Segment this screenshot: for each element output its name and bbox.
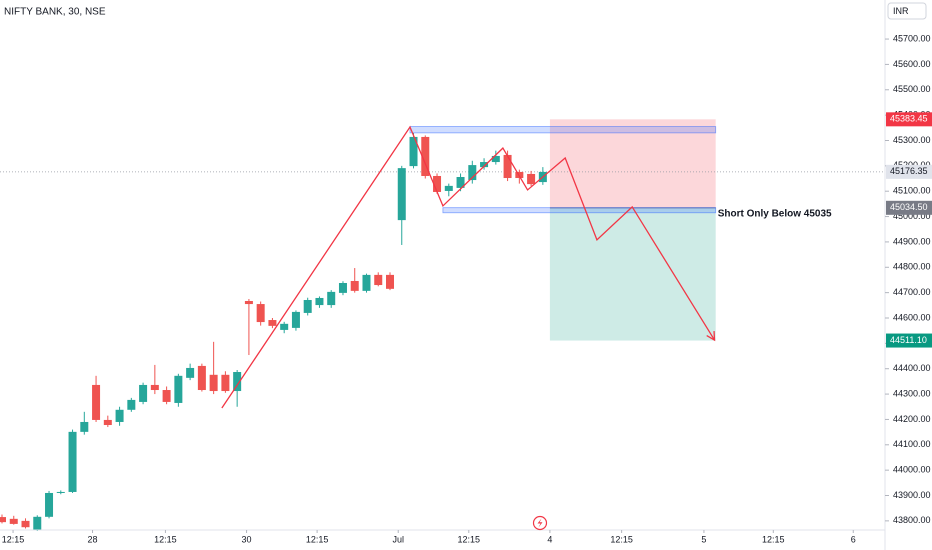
candle-body [197,365,206,391]
target-label: 44511.10 [890,335,927,345]
candle-body [421,136,430,176]
y-tick-label: 44600.00 [893,312,931,322]
annotation: Short Only Below 45035 [718,208,832,219]
y-tick-label: 44900.00 [893,236,931,246]
zigzag-line [221,125,716,409]
stop-zone [549,119,716,208]
candle-body [9,518,18,524]
candle-body [68,431,77,492]
x-tick-label: 5 [701,534,706,544]
currency-box[interactable] [887,2,927,20]
y-tick-label: 43800.00 [893,515,931,525]
candle-body [491,155,500,163]
candle-body [338,283,347,293]
target-zone [549,207,716,341]
candle-body [397,168,406,221]
x-tick-label: 12:15 [762,534,785,544]
x-tick-label: Jul [392,534,404,544]
zone [409,126,717,134]
y-tick-label: 44800.00 [893,262,931,272]
x-tick-label: 6 [851,534,856,544]
candle-body [280,323,289,330]
x-tick-label: 12:15 [2,534,25,544]
candle-body [233,372,242,392]
y-tick-label: 44100.00 [893,439,931,449]
candle-body [503,154,512,179]
y-tick-label: 45000.00 [893,211,931,221]
y-tick-label: 44400.00 [893,363,931,373]
last-price-label: 45176.35 [890,166,928,176]
y-tick-label: 44700.00 [893,287,931,297]
candle-body [186,367,195,378]
x-tick-label: 12:15 [154,534,177,544]
zone [442,207,717,214]
x-tick-label: 28 [88,534,98,544]
chart-title: NIFTY BANK, 30, NSE [4,7,106,18]
candle-body [0,517,6,523]
candle-body [127,399,136,410]
candle-body [33,516,42,530]
candle-body [303,299,312,313]
candle-body [45,492,54,517]
candle-body [362,274,371,291]
x-tick-label: 12:15 [610,534,633,544]
candle-body [162,390,171,402]
candle-body [444,185,453,191]
x-tick-label: 12:15 [458,534,481,544]
stop-label-box [886,112,932,127]
candle-body [150,384,159,391]
candle-body [409,136,418,167]
candle-body [174,375,183,403]
x-tick-label: 4 [547,534,552,544]
candle-body [315,297,324,306]
target-label-box [886,333,932,348]
entry-label-box [886,200,932,215]
candle-body [527,173,536,185]
arrow-head [706,331,716,342]
candle-body [468,165,477,181]
candle-body [92,384,101,420]
y-tick-label: 45700.00 [893,33,931,43]
candle-body [374,274,383,286]
y-tick-label: 45300.00 [893,135,931,145]
plot-area [0,119,885,532]
candle-body [256,304,265,323]
candle-body [80,421,89,432]
candle-body [221,374,230,392]
stop-label: 45383.45 [890,114,928,124]
candle-body [244,301,253,305]
replay-icon[interactable] [532,515,548,531]
currency: INR [893,6,909,16]
last-price-label-box [886,164,932,179]
candle-body [268,320,277,326]
y-tick-label: 44000.00 [893,465,931,475]
candle-body [56,491,65,493]
y-tick-label: 44200.00 [893,414,931,424]
candle-body [456,177,465,188]
x-tick-label: 30 [242,534,252,544]
candle-body [139,384,148,402]
y-tick-label: 45600.00 [893,59,931,69]
y-tick-label: 44300.00 [893,388,931,398]
candle-body [327,291,336,306]
candle-body [209,374,218,392]
candle-body [386,274,395,289]
entry-label: 45034.50 [890,202,928,212]
y-tick-label: 43900.00 [893,490,931,500]
candle-body [115,409,124,422]
candle-body [350,280,359,291]
y-tick-label: 45500.00 [893,84,931,94]
y-tick-label: 45100.00 [893,186,931,196]
x-tick-label: 12:15 [306,534,329,544]
candle-body [480,162,489,168]
candle-body [433,175,442,192]
candle-body [103,419,112,426]
candle-body [291,311,300,328]
candle-body [21,520,30,528]
